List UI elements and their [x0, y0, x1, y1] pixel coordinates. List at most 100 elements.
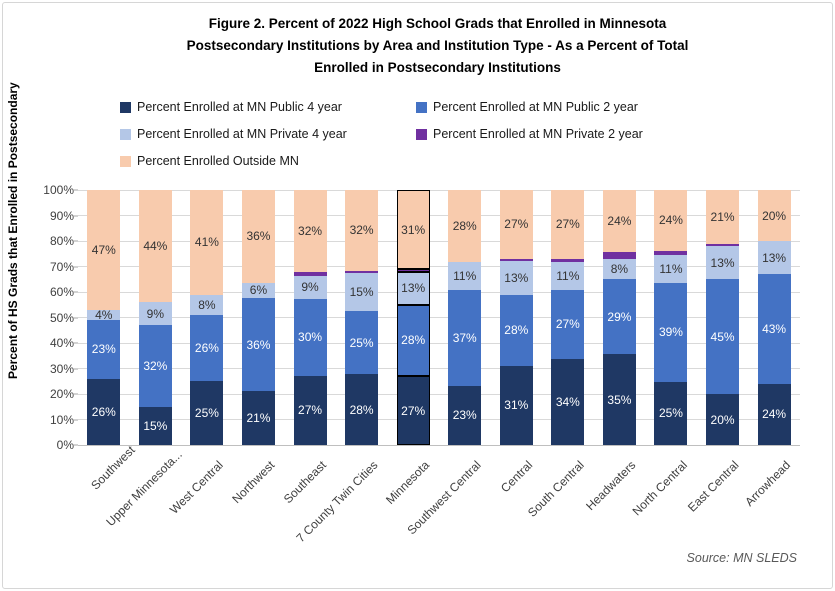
data-label: 27%: [298, 403, 323, 418]
tick-mark: [74, 342, 78, 344]
tick-mark: [74, 419, 78, 420]
tick-mark: [74, 215, 78, 216]
bar-segment-percent-enrolled-at-mn-public-2-year: 39%: [654, 282, 688, 382]
bar-segment-percent-enrolled-at-mn-private-4-year: 11%: [448, 262, 482, 291]
gridline: [78, 189, 800, 191]
bar-7-county-twin-cities: 28% 25% 15% 32%: [345, 190, 379, 445]
y-tick-label: 90%: [49, 208, 74, 223]
gridline: [78, 342, 800, 344]
legend-swatch-icon: [416, 101, 427, 113]
y-axis-tick-labels: 0% 10% 20% 30% 40% 50% 60% 70% 80% 90% 100%: [26, 183, 74, 452]
gridline: [78, 317, 800, 318]
source-note: Source: MN SLEDS: [686, 551, 797, 565]
bar-segment-percent-enrolled-at-mn-public-4-year: 21%: [241, 390, 275, 445]
legend-swatch-icon: [120, 128, 131, 140]
data-label: 11%: [556, 269, 580, 284]
bar-northwest: 21% 36% 6% 36%: [241, 190, 275, 445]
tick-mark: [74, 189, 78, 191]
bar-segment-percent-enrolled-at-mn-public-4-year: 25%: [654, 381, 688, 445]
bar-segment-percent-enrolled-at-mn-public-4-year: 34%: [551, 358, 585, 445]
bar-segment-percent-enrolled-at-mn-private-2-year: [706, 243, 740, 247]
bar-segment-percent-enrolled-at-mn-public-2-year: 23%: [87, 320, 121, 379]
bar-segment-percent-enrolled-at-mn-public-2-year: 28%: [499, 294, 533, 366]
bar-segment-percent-enrolled-at-mn-public-4-year: 26%: [87, 378, 121, 445]
bar-segment-percent-enrolled-at-mn-public-2-year: 27%: [551, 290, 585, 359]
data-label: 23%: [91, 342, 116, 357]
bar-segment-percent-enrolled-at-mn-private-4-year: 11%: [654, 254, 688, 283]
bar-segment-percent-enrolled-at-mn-public-2-year: 26%: [190, 314, 224, 382]
data-label: 34%: [555, 394, 580, 409]
bar-segment-percent-enrolled-outside-mn: 36%: [241, 190, 275, 283]
data-label: 44%: [143, 239, 168, 254]
y-tick-label: 30%: [49, 361, 74, 376]
bar-west-central: 25% 26% 8% 41%: [190, 190, 224, 445]
legend-label: Percent Enrolled at MN Private 4 year: [137, 127, 347, 141]
bar-segment-percent-enrolled-at-mn-private-2-year: [602, 252, 636, 259]
bar-segment-percent-enrolled-at-mn-public-2-year: 43%: [757, 274, 791, 384]
bar-segment-percent-enrolled-outside-mn: 32%: [345, 190, 379, 271]
y-axis-tick-marks: [74, 189, 78, 446]
y-tick-label: 70%: [49, 259, 74, 274]
bar-segment-percent-enrolled-outside-mn: 47%: [87, 190, 121, 310]
data-label: 27%: [555, 217, 580, 232]
bar-segment-percent-enrolled-at-mn-private-4-year: 13%: [499, 261, 533, 295]
data-label: 23%: [452, 408, 477, 423]
legend-label: Percent Enrolled Outside MN: [137, 154, 299, 168]
bar-segment-percent-enrolled-at-mn-private-4-year: 8%: [190, 294, 224, 315]
chart-title-line-1: Figure 2. Percent of 2022 High School Gr…: [208, 16, 667, 31]
data-label: 9%: [146, 306, 165, 321]
bar-segment-percent-enrolled-at-mn-public-4-year: 23%: [448, 385, 482, 445]
tick-mark: [74, 266, 78, 267]
data-label: 28%: [504, 323, 529, 338]
bar-east-central: 20% 45% 13% 21%: [706, 190, 740, 445]
gridline: [78, 419, 800, 420]
bar-segment-percent-enrolled-outside-mn: 31%: [396, 190, 430, 270]
bar-segment-percent-enrolled-at-mn-public-4-year: 24%: [757, 383, 791, 445]
bar-segment-percent-enrolled-at-mn-private-2-year: [551, 258, 585, 263]
data-label: 15%: [143, 418, 168, 433]
data-label: 47%: [91, 242, 116, 257]
y-tick-label: 40%: [49, 336, 74, 350]
tick-mark: [74, 291, 78, 293]
bar-segment-percent-enrolled-outside-mn: 28%: [448, 190, 482, 263]
tick-mark: [74, 368, 78, 369]
legend: Percent Enrolled at MN Public 4 year Perc…: [120, 100, 643, 168]
bar-north-central: 25% 39% 11% 24%: [654, 190, 688, 445]
chart-title: Figure 2. Percent of 2022 High School Gr…: [60, 13, 815, 79]
data-label: 32%: [298, 224, 323, 239]
bar-segment-percent-enrolled-at-mn-private-4-year: 13%: [396, 271, 430, 305]
legend-label: Percent Enrolled at MN Public 4 year: [137, 100, 342, 114]
data-label: 6%: [249, 283, 268, 298]
data-label: 31%: [504, 398, 529, 413]
bar-segment-percent-enrolled-at-mn-private-2-year: [499, 258, 533, 262]
bar-segment-percent-enrolled-at-mn-public-2-year: 29%: [602, 279, 636, 355]
bar-segment-percent-enrolled-at-mn-private-4-year: 6%: [241, 282, 275, 299]
data-label: 15%: [349, 285, 374, 300]
legend-item-percent-enrolled-at-mn-public-4-year: Percent Enrolled at MN Public 4 year: [120, 100, 416, 114]
data-label: 13%: [401, 281, 426, 296]
bar-segment-percent-enrolled-at-mn-public-2-year: 36%: [241, 298, 275, 391]
data-label: 45%: [710, 329, 735, 344]
x-axis-label-southeast: Southeast: [280, 458, 329, 507]
bar-segment-percent-enrolled-at-mn-public-4-year: 25%: [190, 381, 224, 445]
data-label: 13%: [710, 255, 735, 270]
y-tick-label: 20%: [49, 387, 74, 401]
bar-segment-percent-enrolled-at-mn-public-2-year: 32%: [138, 325, 172, 407]
legend-item-percent-enrolled-at-mn-private-4-year: Percent Enrolled at MN Private 4 year: [120, 127, 416, 141]
bar-segment-percent-enrolled-at-mn-private-4-year: 4%: [87, 309, 121, 321]
bar-segment-percent-enrolled-outside-mn: 32%: [293, 190, 327, 273]
data-label: 26%: [194, 341, 219, 356]
x-axis-label-west-central: West Central: [167, 458, 226, 517]
data-label: 24%: [607, 214, 632, 229]
data-label: 36%: [246, 337, 271, 352]
bar-segment-percent-enrolled-at-mn-public-2-year: 28%: [396, 304, 430, 377]
data-label: 21%: [710, 209, 735, 224]
data-label: 36%: [246, 229, 271, 244]
bar-headwaters: 35% 29% 8% 24%: [602, 190, 636, 445]
bar-arrowhead: 24% 43% 13% 20%: [757, 190, 791, 445]
data-label: 11%: [453, 269, 477, 284]
bar-central: 31% 28% 13% 27%: [499, 190, 533, 445]
bar-segment-percent-enrolled-at-mn-public-4-year: 35%: [602, 354, 636, 445]
bar-segment-percent-enrolled-at-mn-private-4-year: 15%: [345, 273, 379, 312]
